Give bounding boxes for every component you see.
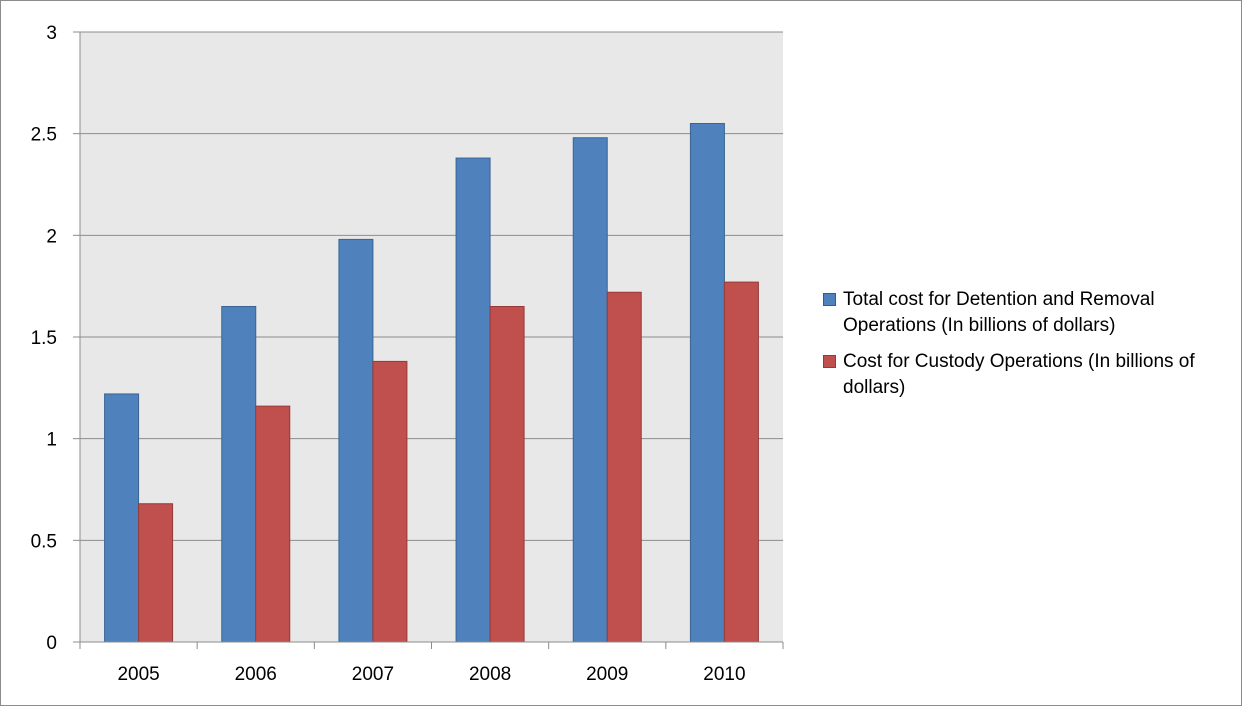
bar-total-cost-2010: [690, 124, 724, 643]
x-tick-label: 2008: [469, 664, 511, 685]
legend-entry-total-cost: Total cost for Detention and Removal Ope…: [823, 287, 1242, 339]
x-tick-label: 2009: [586, 664, 628, 685]
bar-custody-cost-2005: [139, 504, 173, 642]
bar-total-cost-2006: [222, 307, 256, 643]
bar-total-cost-2008: [456, 158, 490, 642]
y-tick-label: 3: [46, 23, 57, 44]
bar-total-cost-2005: [105, 394, 139, 642]
bar-custody-cost-2007: [373, 361, 407, 642]
y-axis-tick-labels: 0 0.5 1 1.5 2 2.5 3: [31, 23, 57, 654]
y-tick-label: 0: [46, 633, 57, 654]
legend: Total cost for Detention and Removal Ope…: [823, 287, 1242, 411]
bar-total-cost-2009: [573, 138, 607, 642]
x-tick-label: 2005: [117, 664, 159, 685]
bar-custody-cost-2010: [724, 282, 758, 642]
y-tick-label: 2.5: [31, 125, 57, 146]
y-tick-label: 2: [46, 226, 57, 247]
bar-custody-cost-2006: [256, 406, 290, 642]
x-tick-label: 2010: [703, 664, 745, 685]
legend-label-custody-cost: Cost for Custody Operations (In billions…: [843, 351, 1195, 398]
x-tick-label: 2007: [352, 664, 394, 685]
y-tick-label: 0.5: [31, 531, 57, 552]
bar-custody-cost-2009: [607, 292, 641, 642]
legend-swatch-custody-cost: [823, 355, 836, 368]
x-axis-tick-labels: 2005 2006 2007 2008 2009 2010: [117, 664, 745, 685]
bar-total-cost-2007: [339, 239, 373, 642]
legend-label-total-cost: Total cost for Detention and Removal Ope…: [843, 289, 1155, 336]
x-tick-label: 2006: [235, 664, 277, 685]
y-tick-label: 1.5: [31, 328, 57, 349]
legend-entry-custody-cost: Cost for Custody Operations (In billions…: [823, 349, 1242, 401]
legend-swatch-total-cost: [823, 293, 836, 306]
bar-custody-cost-2008: [490, 307, 524, 643]
y-tick-label: 1: [46, 430, 57, 451]
